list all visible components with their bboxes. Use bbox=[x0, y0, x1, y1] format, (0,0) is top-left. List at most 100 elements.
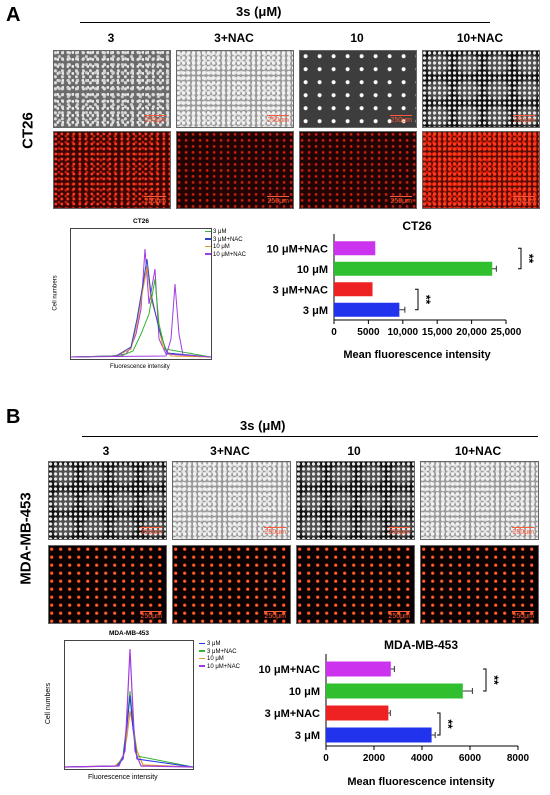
title-underline-b bbox=[82, 436, 538, 437]
scale-bar: 250μm bbox=[513, 115, 535, 124]
bar bbox=[334, 282, 373, 297]
category-label: 3 μM+NAC bbox=[265, 708, 320, 720]
legend-item: 10 μM+NAC bbox=[199, 664, 259, 672]
scale-bar: 250μm bbox=[512, 611, 534, 620]
bar bbox=[326, 727, 432, 743]
category-label: 10 μM bbox=[289, 686, 320, 698]
column-header-3: 3 bbox=[102, 444, 110, 458]
flow-curves-a bbox=[71, 248, 211, 358]
flow-curves-b bbox=[65, 648, 193, 768]
category-label: 10 μM+NAC bbox=[267, 243, 328, 255]
column-header-10: 10 bbox=[347, 444, 361, 458]
cell-line-label-b: MDA-MB-453 bbox=[17, 492, 35, 585]
x-tick-label: 5000 bbox=[357, 327, 380, 338]
significance-bracket bbox=[415, 288, 419, 311]
x-tick-label: 4000 bbox=[411, 753, 434, 764]
scale-bar: 250μm bbox=[388, 611, 410, 620]
scale-bar: 250μm bbox=[140, 527, 162, 536]
significance-marker: ** bbox=[419, 295, 433, 305]
fluorescence-image: 250μm bbox=[172, 545, 291, 624]
x-tick-label: 20,000 bbox=[456, 327, 487, 338]
legend-item: 3 μM bbox=[199, 641, 259, 649]
bar-chart-title-b: MDA-MB-453 bbox=[383, 638, 458, 652]
fluorescence-image: 250μm bbox=[48, 545, 167, 624]
bar bbox=[326, 683, 463, 699]
x-tick-label: 10,000 bbox=[388, 327, 419, 338]
column-header-3: 3 bbox=[107, 31, 115, 45]
fluorescence-image: 250μm bbox=[176, 131, 294, 209]
column-header-3-nac: 3+NAC bbox=[214, 31, 254, 45]
brightfield-image: 250μm bbox=[48, 461, 167, 540]
flow-xlabel-a: Fluorescence intensity bbox=[110, 364, 170, 370]
fluorescence-image: 250μm bbox=[422, 131, 540, 209]
category-label: 10 μM bbox=[297, 264, 328, 276]
flow-legend-a: 3 μM 3 μM+NAC 10 μM 10 μM+NAC bbox=[205, 229, 265, 259]
brightfield-image: 250μm bbox=[53, 50, 171, 128]
flow-ylabel-b: Cell numbers bbox=[45, 682, 53, 725]
bar bbox=[334, 241, 376, 256]
scale-bar: 250μm bbox=[140, 611, 162, 620]
bar-chart-b: 10 μM+NAC 10 μM 3 μM+NAC 3 μM0 2000 4000 6000 8… bbox=[259, 654, 530, 764]
x-tick-label: 2000 bbox=[363, 753, 386, 764]
x-tick-label: 0 bbox=[331, 327, 337, 338]
scale-bar: 250μm bbox=[390, 196, 412, 205]
bar bbox=[334, 261, 493, 276]
bar bbox=[326, 661, 391, 677]
brightfield-image: 250μm bbox=[296, 461, 415, 540]
panel-letter-b: B bbox=[6, 406, 21, 428]
legend-item: 10 μM bbox=[199, 656, 259, 664]
panel-letter-a: A bbox=[6, 4, 21, 26]
bar-chart-xlabel-a: Mean fluorescence intensity bbox=[343, 349, 491, 361]
flow-ylabel-a: Cell numbers bbox=[52, 275, 59, 311]
scale-bar: 250μm bbox=[264, 527, 286, 536]
significance-bracket bbox=[483, 668, 487, 692]
category-label: 3 μM+NAC bbox=[273, 284, 328, 296]
significance-marker: ** bbox=[487, 675, 501, 685]
scale-bar: 250μm bbox=[513, 196, 535, 205]
legend-item: 3 μM+NAC bbox=[205, 237, 265, 245]
scale-bar: 250μm bbox=[388, 527, 410, 536]
legend-item: 10 μM bbox=[205, 244, 265, 252]
scale-bar: 250μm bbox=[390, 115, 412, 124]
significance-marker: ** bbox=[441, 719, 455, 729]
column-header-3-nac: 3+NAC bbox=[210, 444, 250, 458]
flow-title-a: CT26 bbox=[133, 218, 149, 225]
category-label: 3 μM bbox=[295, 730, 320, 742]
title-underline-a bbox=[80, 22, 490, 23]
category-label: 3 μM bbox=[303, 305, 328, 317]
fluorescence-image: 250μm bbox=[299, 131, 417, 209]
legend-item: 3 μM+NAC bbox=[199, 649, 259, 657]
bar-chart-a: 10 μM+NAC 10 μM 3 μM+NAC 3 μM0 5000 10,000 15,… bbox=[267, 234, 536, 338]
cell-line-label-a: CT26 bbox=[19, 112, 37, 149]
brightfield-image: 250μm bbox=[299, 50, 417, 128]
fluorescence-image: 250μm bbox=[53, 131, 171, 209]
bar-chart-xlabel-b: Mean fluorescence intensity bbox=[347, 776, 495, 788]
brightfield-image: 250μm bbox=[420, 461, 539, 540]
scale-bar: 250μm bbox=[512, 527, 534, 536]
legend-item: 10 μM+NAC bbox=[205, 252, 265, 260]
brightfield-image: 250μm bbox=[172, 461, 291, 540]
bar-chart-title-a: CT26 bbox=[402, 219, 432, 233]
x-tick-label: 0 bbox=[323, 753, 329, 764]
significance-bracket bbox=[518, 247, 522, 270]
flow-xlabel-b: Fluorescence intensity bbox=[88, 774, 158, 781]
concentration-title-a: 3s (μM) bbox=[236, 4, 282, 19]
legend-item: 3 μM bbox=[205, 229, 265, 237]
column-header-10: 10 bbox=[350, 31, 364, 45]
flow-histogram-b: MDA-MB-453 3 μM 3 μM+NAC 10 μM 10 μM+NAC bbox=[64, 630, 240, 770]
category-label: 10 μM+NAC bbox=[259, 664, 320, 676]
column-header-10-nac: 10+NAC bbox=[456, 31, 504, 45]
x-tick-label: 25,000 bbox=[491, 327, 522, 338]
fluorescence-image: 250μm bbox=[296, 545, 415, 624]
scale-bar: 250μm bbox=[144, 115, 166, 124]
fluorescence-image: 250μm bbox=[420, 545, 539, 624]
x-tick-label: 6000 bbox=[459, 753, 482, 764]
scale-bar: 250μm bbox=[267, 196, 289, 205]
brightfield-image: 250μm bbox=[422, 50, 540, 128]
x-tick-label: 8000 bbox=[507, 753, 530, 764]
column-header-10-nac: 10+NAC bbox=[454, 444, 502, 458]
significance-marker: ** bbox=[522, 254, 536, 264]
significance-bracket bbox=[437, 712, 441, 736]
concentration-title-b: 3s (μM) bbox=[240, 418, 286, 433]
brightfield-image: 250μm bbox=[176, 50, 294, 128]
